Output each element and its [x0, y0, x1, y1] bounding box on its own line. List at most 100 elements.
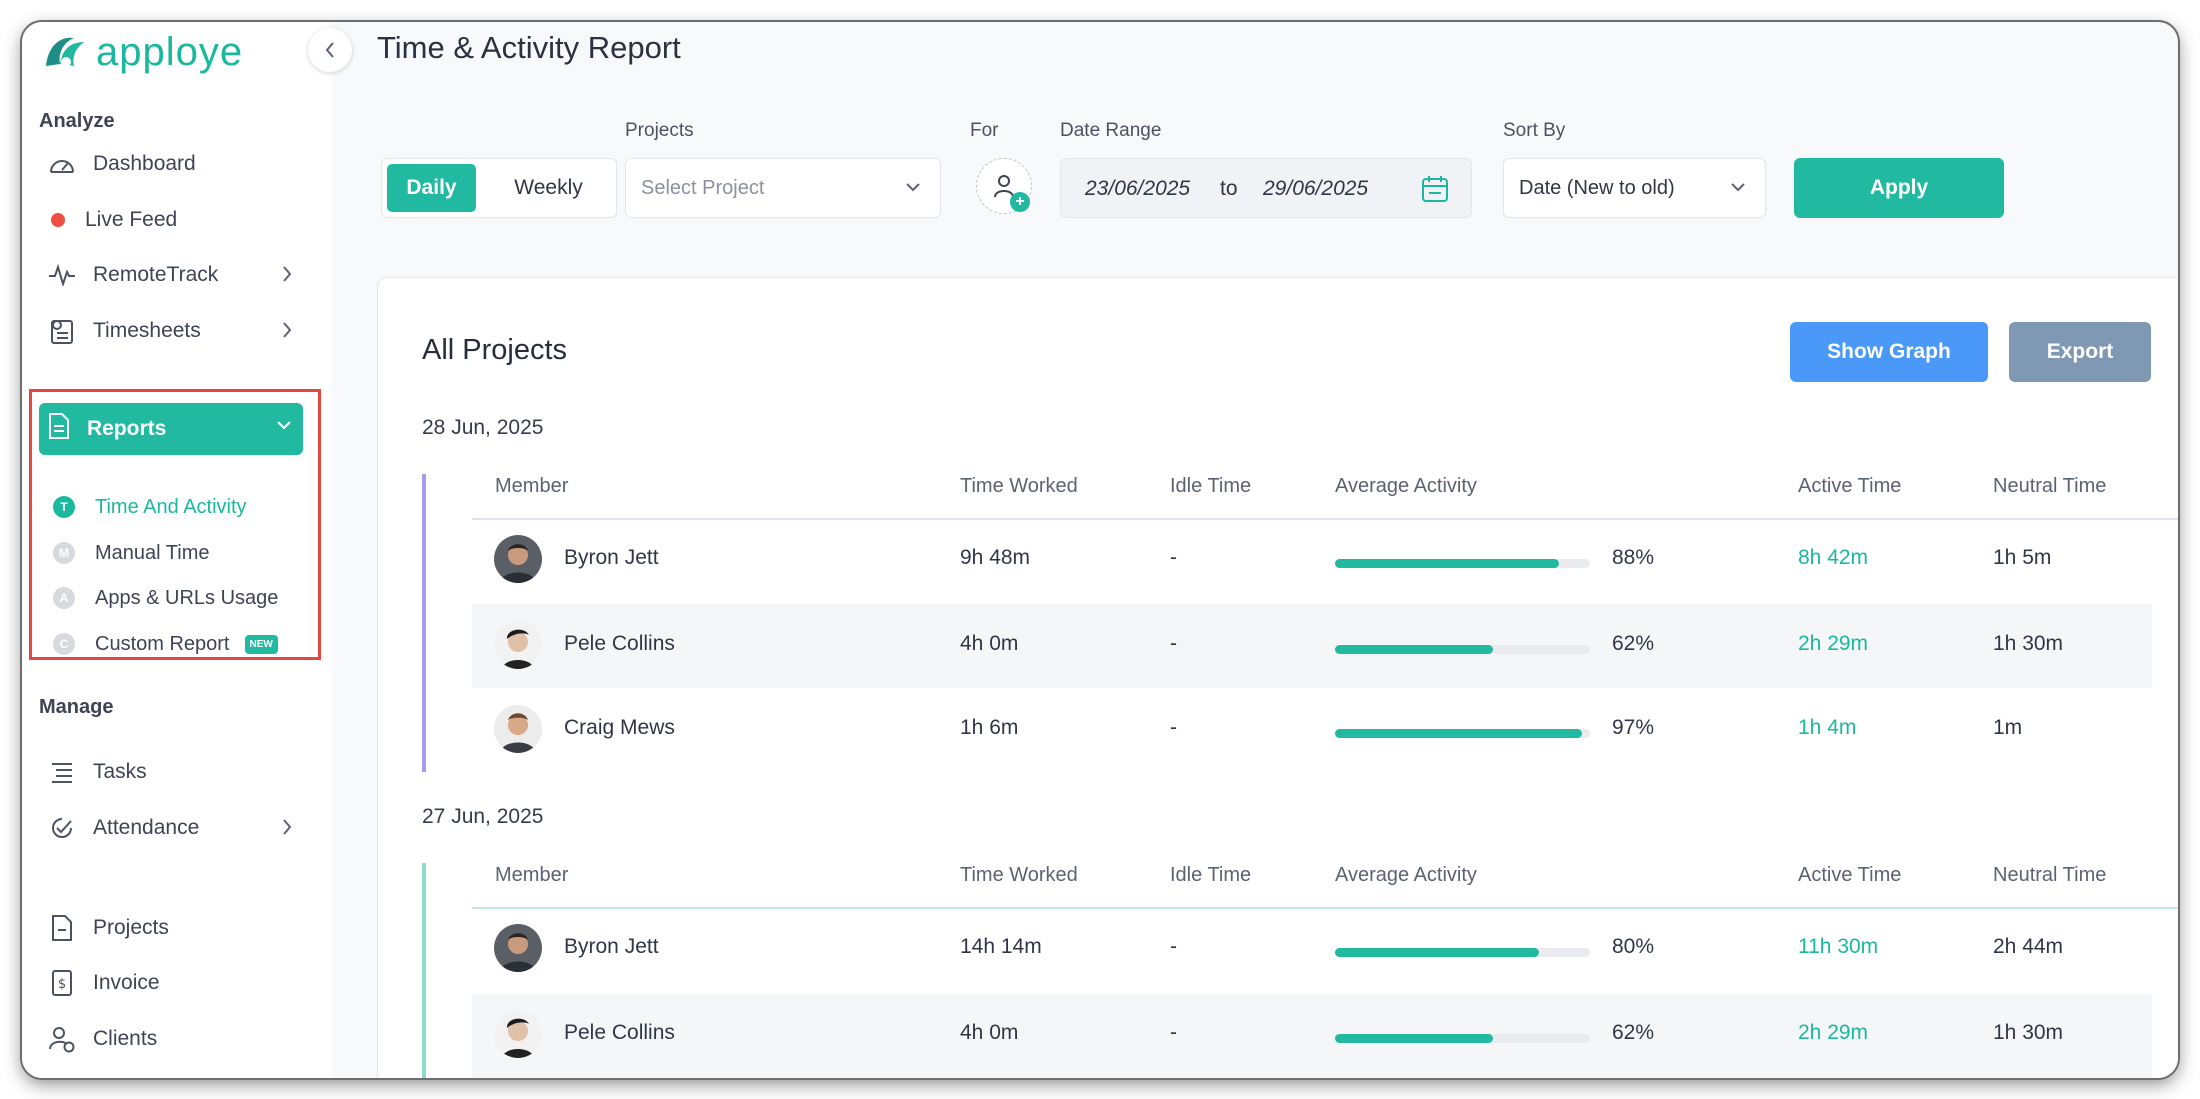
chevron-left-icon [325, 42, 334, 58]
column-header-idle-time: Idle Time [1170, 475, 1252, 497]
activity-percent: 97% [1612, 716, 1655, 739]
reports-highlight-box [29, 389, 321, 660]
chevron-right-icon [283, 819, 292, 835]
sidebar-item-projects[interactable]: Projects [39, 903, 303, 953]
neutral-time: 1h 30m [1993, 632, 2064, 655]
active-time: 2h 29m [1798, 632, 1869, 655]
idle-time: - [1170, 935, 1177, 958]
sub-item-apps-urls-usage[interactable]: A Apps & URLs Usage [53, 580, 278, 616]
member-name[interactable]: Craig Mews [564, 716, 675, 739]
sidebar-item-label: Clients [93, 1027, 158, 1050]
neutral-time: 1h 30m [1993, 1021, 2064, 1044]
sub-item-letter: A [53, 587, 75, 609]
group-accent-bar [422, 863, 426, 1078]
attendance-check-icon [47, 813, 77, 843]
avatar [494, 535, 542, 583]
collapse-sidebar-button[interactable] [308, 28, 352, 72]
project-select-placeholder: Select Project [641, 176, 765, 199]
chevron-down-icon [906, 183, 920, 192]
sort-by-value: Date (New to old) [1519, 176, 1675, 199]
group-date-heading: 28 Jun, 2025 [422, 416, 544, 439]
sidebar-item-label: Projects [93, 916, 169, 939]
apply-button[interactable]: Apply [1794, 158, 2004, 218]
sidebar-item-attendance[interactable]: Attendance [39, 803, 303, 853]
daily-toggle-button[interactable]: Daily [387, 164, 476, 212]
sidebar-item-clients[interactable]: Clients [39, 1014, 303, 1064]
apploye-logo-icon [46, 37, 84, 67]
section-analyze: Analyze [39, 110, 115, 132]
activity-percent: 62% [1612, 632, 1655, 655]
sidebar-item-label: RemoteTrack [93, 263, 219, 286]
neutral-time: 2h 44m [1993, 935, 2064, 958]
view-toggle: Daily Weekly [381, 158, 617, 218]
idle-time: - [1170, 716, 1177, 739]
table-row-band [472, 604, 2152, 688]
sort-by-select[interactable]: Date (New to old) [1503, 158, 1766, 218]
column-header-member: Member [495, 864, 569, 886]
member-name[interactable]: Pele Collins [564, 1021, 675, 1044]
chevron-right-icon [283, 322, 292, 338]
sidebar-item-reports[interactable]: Reports [39, 403, 303, 455]
projects-label: Projects [625, 120, 694, 141]
weekly-toggle-button[interactable]: Weekly [514, 176, 583, 199]
table-header-divider [472, 907, 2178, 909]
time-worked: 4h 0m [960, 1021, 1019, 1044]
chevron-down-icon [1731, 183, 1745, 192]
client-user-icon [47, 1024, 77, 1054]
member-name[interactable]: Pele Collins [564, 632, 675, 655]
sidebar-item-tasks[interactable]: Tasks [39, 747, 303, 797]
sidebar-item-remotetrack[interactable]: RemoteTrack [39, 250, 303, 300]
time-worked: 1h 6m [960, 716, 1019, 739]
sidebar-item-label: Tasks [93, 760, 147, 783]
chevron-down-icon [277, 421, 291, 430]
idle-time: - [1170, 632, 1177, 655]
sidebar-item-invoice[interactable]: $ Invoice [39, 958, 303, 1008]
sidebar-item-timesheets[interactable]: Timesheets [39, 306, 303, 356]
date-range-picker[interactable]: 23/06/2025 to 29/06/2025 [1060, 158, 1472, 218]
export-button[interactable]: Export [2009, 322, 2151, 382]
member-select-button[interactable]: + [976, 158, 1032, 214]
avatar [494, 621, 542, 669]
sidebar-item-label: Reports [87, 417, 167, 440]
avatar [494, 1010, 542, 1058]
sidebar-item-label: Live Feed [85, 208, 178, 231]
project-select[interactable]: Select Project [625, 158, 941, 218]
date-to-word: to [1220, 177, 1238, 200]
invoice-dollar-icon: $ [47, 968, 77, 998]
sidebar-item-live-feed[interactable]: Live Feed [39, 195, 303, 245]
section-manage: Manage [39, 696, 114, 718]
member-name[interactable]: Byron Jett [564, 546, 659, 569]
activity-bar-fill [1335, 645, 1494, 654]
column-header-member: Member [495, 475, 569, 497]
activity-bar-fill [1335, 559, 1560, 568]
sub-item-custom-report[interactable]: C Custom Report NEW [53, 626, 278, 662]
logo[interactable]: apploye [40, 27, 243, 77]
idle-time: - [1170, 1021, 1177, 1044]
show-graph-button[interactable]: Show Graph [1790, 322, 1988, 382]
activity-bar-fill [1335, 948, 1539, 957]
sub-item-letter: C [53, 633, 75, 655]
time-worked: 9h 48m [960, 546, 1031, 569]
sidebar-item-dashboard[interactable]: Dashboard [39, 139, 303, 189]
live-dot-icon [51, 213, 65, 227]
column-header-time-worked: Time Worked [960, 864, 1078, 886]
column-header-average-activity: Average Activity [1335, 475, 1477, 497]
activity-percent: 62% [1612, 1021, 1655, 1044]
member-name[interactable]: Byron Jett [564, 935, 659, 958]
neutral-time: 1m [1993, 716, 2023, 739]
sub-item-time-and-activity[interactable]: T Time And Activity [53, 489, 247, 525]
app-window: apploye Analyze Dashboard Live Feed Remo… [22, 22, 2178, 1078]
tasks-list-icon [47, 757, 77, 787]
sidebar-item-label: Dashboard [93, 152, 196, 175]
time-worked: 14h 14m [960, 935, 1042, 958]
sub-item-manual-time[interactable]: M Manual Time [53, 535, 210, 571]
sidebar-item-label: Timesheets [93, 319, 201, 342]
activity-bar [1335, 948, 1590, 957]
chevron-right-icon [283, 266, 292, 282]
column-header-active-time: Active Time [1798, 864, 1902, 886]
active-time: 2h 29m [1798, 1021, 1869, 1044]
sort-by-label: Sort By [1503, 120, 1566, 141]
timesheet-icon [47, 316, 77, 346]
column-header-idle-time: Idle Time [1170, 864, 1252, 886]
active-time: 8h 42m [1798, 546, 1869, 569]
